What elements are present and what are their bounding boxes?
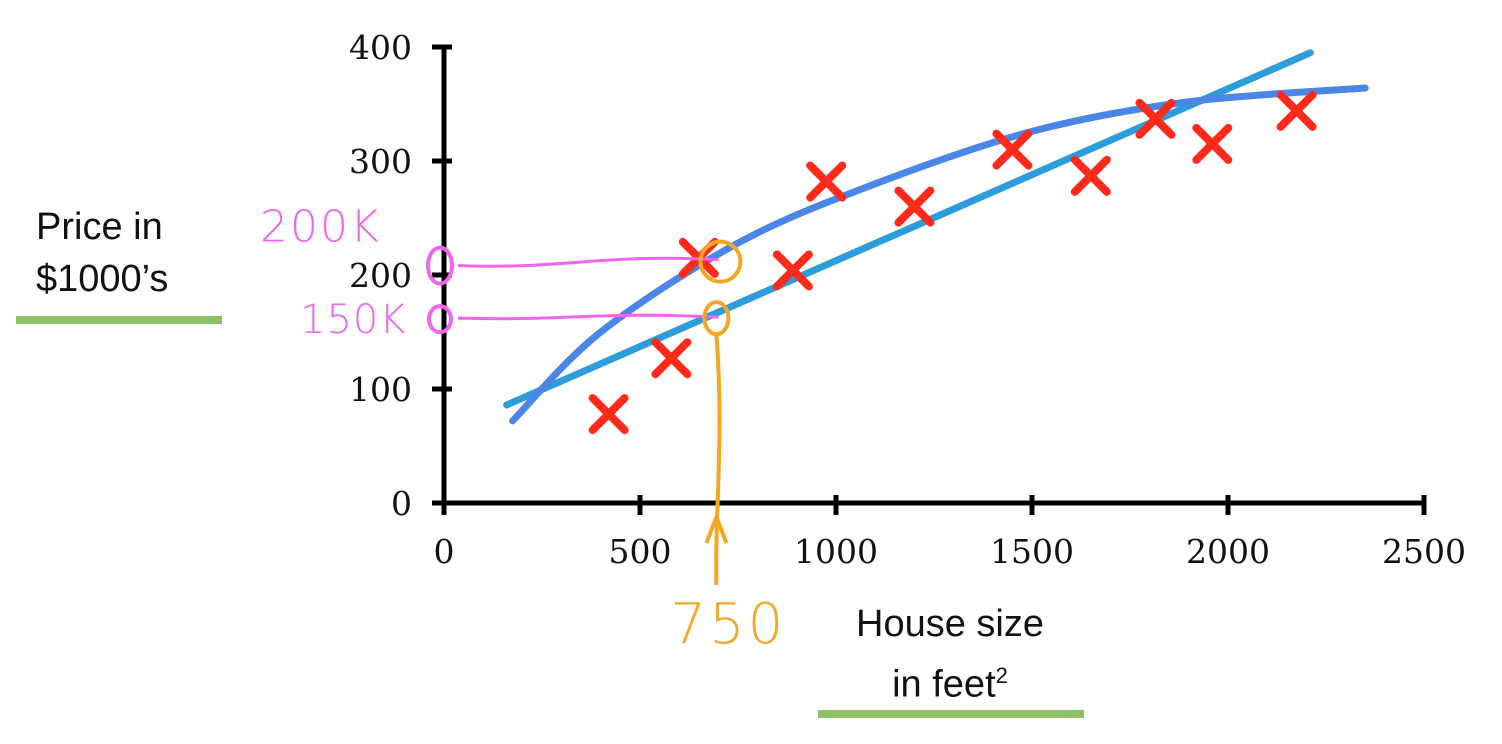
label-750: 750 <box>670 592 786 657</box>
guide-line-200k <box>457 256 719 268</box>
data-point-7 <box>992 129 1033 170</box>
data-point-11 <box>1276 90 1317 131</box>
x-axis-label-line1: House size <box>856 603 1044 645</box>
y-label-underline <box>16 316 222 324</box>
x-tick-label-1000: 1000 <box>794 532 878 571</box>
y-tick-label-200: 200 <box>349 256 412 295</box>
x-tick-label-0: 0 <box>434 532 455 571</box>
x-axis-label-line2: in feet <box>892 663 996 706</box>
data-point-1 <box>588 394 629 435</box>
data-point-4 <box>772 250 813 291</box>
label-200k: 200K <box>260 202 381 253</box>
y-axis-label-line1: Price in <box>36 206 163 248</box>
y-tick-label-0: 0 <box>391 484 412 523</box>
y-tick-label-300: 300 <box>349 142 412 181</box>
x-tick-label-1500: 1500 <box>990 532 1074 571</box>
y-axis-label-line2: $1000’s <box>36 258 169 300</box>
orange-circle-prediction-low <box>702 300 731 337</box>
circle-150k <box>427 304 453 335</box>
data-point-5 <box>806 161 847 202</box>
x-label-underline <box>818 710 1084 718</box>
x-axis-label: House size in feet2 <box>820 598 1080 711</box>
y-tick-label-400: 400 <box>349 28 412 67</box>
data-point-9 <box>1135 98 1176 139</box>
curve-fit-line <box>509 84 1369 425</box>
x-axis-label-superscript: 2 <box>995 663 1008 688</box>
linear-fit-line <box>503 49 1314 409</box>
data-point-2 <box>651 338 692 379</box>
data-point-8 <box>1070 155 1111 196</box>
x-tick-label-2000: 2000 <box>1186 532 1270 571</box>
circle-200k <box>426 245 454 286</box>
y-axis-label: Price in $1000’s <box>36 201 168 305</box>
data-point-10 <box>1192 123 1233 164</box>
label-150k: 150K <box>300 297 407 343</box>
data-point-6 <box>894 186 935 227</box>
y-tick-label-100: 100 <box>349 370 412 409</box>
x-tick-label-2500: 2500 <box>1382 532 1466 571</box>
orange-arrow-head <box>704 515 729 544</box>
orange-circle-prediction-high <box>698 239 743 284</box>
x-tick-label-500: 500 <box>609 532 672 571</box>
orange-guide-line <box>714 335 722 586</box>
guide-line-150k <box>457 313 719 321</box>
